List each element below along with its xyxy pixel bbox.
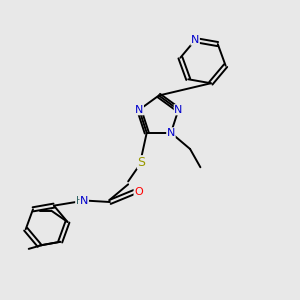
Text: N: N [167,128,175,138]
Text: N: N [135,105,143,115]
Text: N: N [191,35,199,45]
Text: S: S [137,156,146,169]
Text: N: N [80,196,88,206]
Text: N: N [174,105,183,115]
Text: O: O [134,187,143,197]
Text: H: H [76,196,83,206]
